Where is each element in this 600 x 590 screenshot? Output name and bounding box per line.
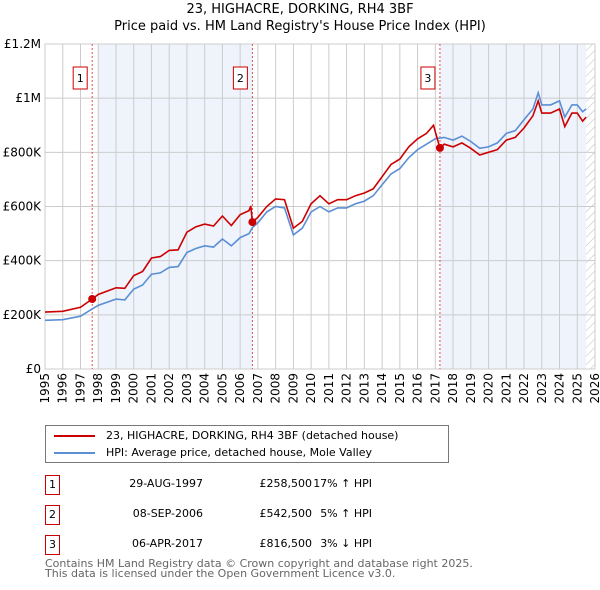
x-tick-label: 2025 [570, 373, 584, 404]
x-tick-label: 2022 [517, 373, 531, 404]
sale-badge-label-1: 1 [77, 72, 84, 85]
x-tick-label: 2014 [375, 373, 389, 404]
footer-licence: This data is licensed under the Open Gov… [45, 567, 396, 580]
x-tick-label: 2007 [251, 373, 265, 404]
legend-item-hpi: HPI: Average price, detached house, Mole… [54, 446, 372, 459]
x-tick-label: 2001 [144, 373, 158, 404]
x-tick-label: 2000 [127, 373, 141, 404]
x-tick-label: 2009 [286, 373, 300, 404]
x-tick-label: 2011 [322, 373, 336, 404]
y-tick-label: £200K [3, 308, 43, 322]
x-tick-label: 2026 [588, 373, 600, 404]
legend-item-property: 23, HIGHACRE, DORKING, RH4 3BF (detached… [54, 429, 398, 442]
chart-subtitle: Price paid vs. HM Land Registry's House … [114, 19, 486, 34]
plot-frame [44, 43, 596, 370]
y-tick-label: £0 [26, 362, 41, 376]
x-tick-label: 2024 [553, 373, 567, 404]
sale-point-3 [435, 143, 444, 152]
chart-title: 23, HIGHACRE, DORKING, RH4 3BF [186, 2, 414, 17]
sale-price: £542,500 [259, 507, 313, 520]
x-tick-label: 2005 [215, 373, 229, 404]
x-tick-label: 1998 [91, 373, 105, 404]
sale-badge-1 [72, 66, 88, 90]
legend: 23, HIGHACRE, DORKING, RH4 3BF (detached… [45, 425, 449, 463]
sale-row-1: 1 29-AUG-1997 £258,500 17% ↑ HPI [45, 475, 465, 495]
x-tick-label: 2016 [411, 373, 425, 404]
y-tick-label: £1.2M [4, 37, 41, 51]
x-tick-label: 2002 [162, 373, 176, 404]
x-tick-label: 1996 [56, 373, 70, 404]
series-line-property [44, 98, 587, 313]
sale-row-2: 2 08-SEP-2006 £542,500 5% ↑ HPI [45, 505, 465, 525]
x-tick-label: 2015 [393, 373, 407, 404]
sale-date: 29-AUG-1997 [129, 477, 203, 490]
x-tick-label: 2003 [180, 373, 194, 404]
x-tick-label: 2004 [198, 373, 212, 404]
sale-badge-label-2: 2 [237, 72, 244, 85]
x-tick-label: 2010 [304, 373, 318, 404]
x-tick-label: 2008 [269, 373, 283, 404]
x-tick-label: 2023 [535, 373, 549, 404]
x-tick-label: 2019 [464, 373, 478, 404]
sale-hpi-diff: 5% ↑ HPI [320, 507, 372, 520]
sale-date: 06-APR-2017 [131, 537, 203, 550]
y-tick-label: £400K [3, 254, 43, 268]
x-tick-label: 2021 [499, 373, 513, 404]
sale-price: £816,500 [259, 537, 313, 550]
sale-badge-3 [420, 66, 436, 90]
x-tick-label: 2006 [233, 373, 247, 404]
x-tick-label: 1997 [73, 373, 87, 404]
sale-marker-badge: 3 [45, 535, 60, 555]
legend-swatch-property [54, 434, 95, 437]
sale-badge-label-3: 3 [424, 72, 431, 85]
x-tick-label: 1995 [38, 373, 52, 404]
sale-marker-badge: 1 [45, 475, 60, 495]
legend-swatch-hpi [54, 451, 95, 454]
line-chart: 1995 1996 1997 1998 1999 2000 2001 2002 2003 2004… [3, 37, 600, 404]
sale-date: 08-SEP-2006 [132, 507, 203, 520]
sale-badge-2 [232, 66, 248, 90]
footer: Contains HM Land Registry data © Crown c… [45, 557, 473, 580]
sale-price: £258,500 [259, 477, 313, 490]
legend-label-hpi: HPI: Average price, detached house, Mole… [106, 446, 372, 459]
sale-point-1 [88, 294, 97, 303]
x-tick-label: 2013 [357, 373, 371, 404]
sale-point-2 [248, 218, 257, 227]
legend-label-property: 23, HIGHACRE, DORKING, RH4 3BF (detached… [106, 429, 399, 442]
sale-hpi-diff: 3% ↓ HPI [320, 537, 372, 550]
sale-hpi-diff: 17% ↑ HPI [313, 477, 372, 490]
x-tick-label: 2017 [428, 373, 442, 404]
sale-row-3: 3 06-APR-2017 £816,500 3% ↓ HPI [45, 535, 465, 555]
x-tick-label: 2012 [340, 373, 354, 404]
y-tick-label: £1M [15, 91, 41, 105]
sale-marker-badge: 2 [45, 505, 60, 525]
y-tick-label: £600K [3, 200, 43, 214]
series-line-hpi [44, 90, 587, 322]
y-tick-label: £800K [3, 145, 43, 159]
x-tick-label: 1999 [109, 373, 123, 404]
x-tick-label: 2020 [482, 373, 496, 404]
footer-copyright: Contains HM Land Registry data © Crown c… [45, 557, 473, 570]
x-tick-label: 2018 [446, 373, 460, 404]
